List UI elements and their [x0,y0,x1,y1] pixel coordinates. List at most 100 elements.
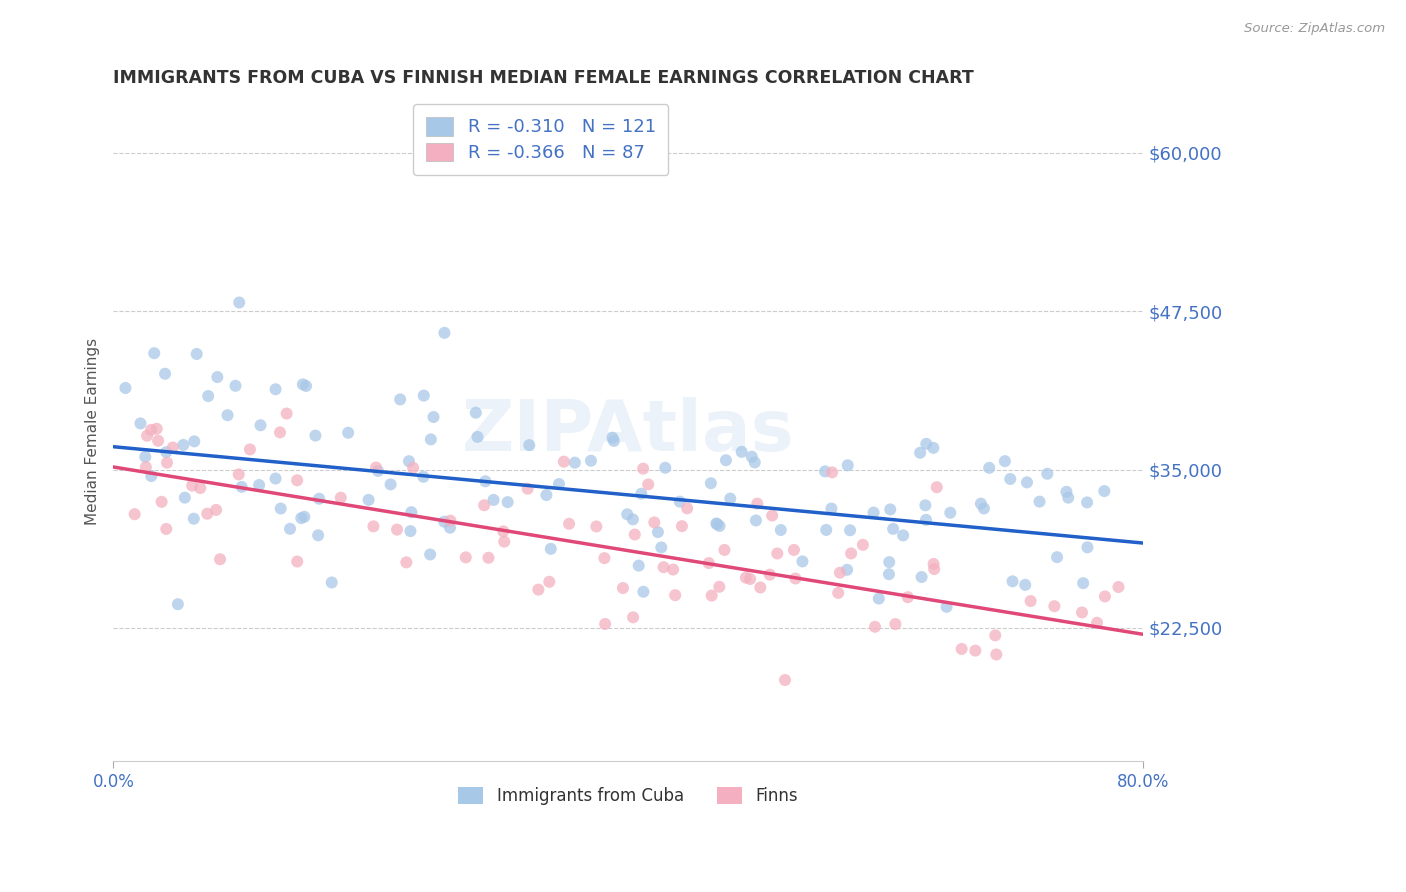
Point [329,491,352,505]
Point [637,477,659,491]
Point [884,617,907,632]
Point [150,495,173,509]
Point [633,584,655,599]
Point [402,460,425,475]
Point [285,473,308,487]
Point [146,434,169,448]
Point [616,508,638,522]
Point [145,422,167,436]
Point [492,524,515,539]
Point [1057,491,1080,505]
Point [188,481,211,495]
Point [863,620,886,634]
Point [827,586,849,600]
Point [745,514,768,528]
Point [134,450,156,464]
Point [839,523,862,537]
Point [1028,494,1050,508]
Point [761,508,783,523]
Point [321,575,343,590]
Point [276,407,298,421]
Point [915,437,938,451]
Point [593,551,616,566]
Point [700,476,723,491]
Point [363,519,385,533]
Point [433,326,456,340]
Point [564,456,586,470]
Point [773,673,796,687]
Point [285,554,308,568]
Point [738,572,761,586]
Point [228,467,250,482]
Point [1000,472,1022,486]
Point [162,441,184,455]
Point [385,523,408,537]
Point [292,509,315,524]
Point [837,458,859,473]
Point [307,528,329,542]
Point [439,514,461,528]
Point [412,389,434,403]
Point [792,554,814,568]
Point [477,550,499,565]
Point [399,524,422,538]
Point [228,295,250,310]
Point [269,425,291,440]
Point [308,491,330,506]
Point [627,558,650,573]
Point [155,445,177,459]
Point [714,453,737,467]
Point [783,543,806,558]
Point [439,521,461,535]
Point [758,567,780,582]
Point [925,480,948,494]
Point [172,438,194,452]
Point [915,513,938,527]
Point [291,377,314,392]
Point [820,501,842,516]
Point [1076,495,1098,509]
Point [1036,467,1059,481]
Point [270,501,292,516]
Point [517,438,540,452]
Point [433,515,456,529]
Point [1071,606,1094,620]
Point [631,461,654,475]
Point [141,469,163,483]
Y-axis label: Median Female Earnings: Median Female Earnings [86,338,100,525]
Point [630,486,652,500]
Point [143,346,166,360]
Point [664,588,686,602]
Point [815,523,838,537]
Point [412,470,434,484]
Point [713,543,735,558]
Point [922,441,945,455]
Point [877,555,900,569]
Point [718,491,741,506]
Point [395,555,418,569]
Point [419,548,441,562]
Point [862,506,884,520]
Point [877,567,900,582]
Point [922,557,945,571]
Point [1076,541,1098,555]
Point [139,423,162,437]
Point [706,517,728,532]
Point [290,511,312,525]
Point [965,643,987,657]
Point [467,430,489,444]
Point [891,528,914,542]
Point [540,541,562,556]
Point [114,381,136,395]
Point [264,382,287,396]
Point [1019,594,1042,608]
Point [910,570,932,584]
Point [1071,576,1094,591]
Point [697,556,720,570]
Point [828,566,851,580]
Point [155,522,177,536]
Point [538,574,561,589]
Point [643,516,665,530]
Point [744,455,766,469]
Legend: Immigrants from Cuba, Finns: Immigrants from Cuba, Finns [451,780,804,812]
